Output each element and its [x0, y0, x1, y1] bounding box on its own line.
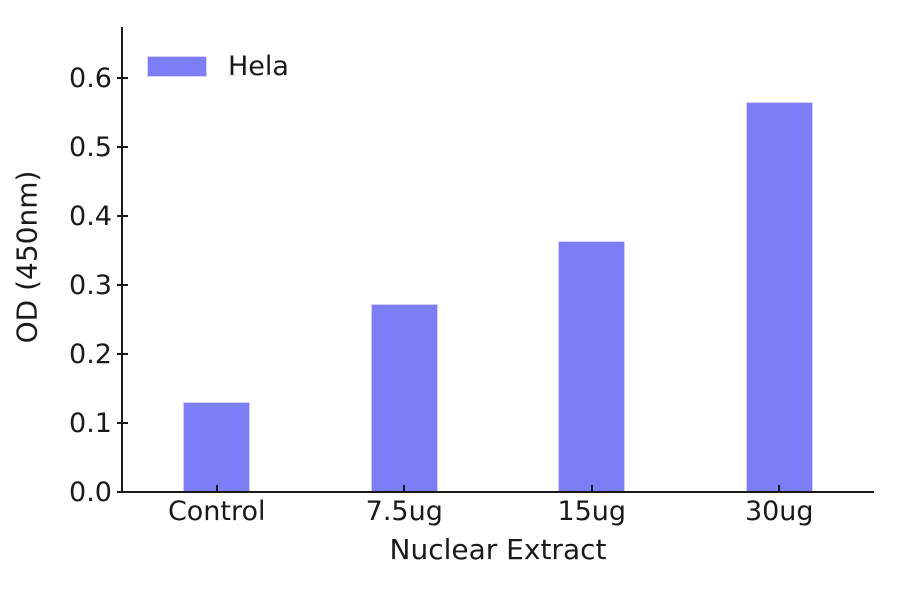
- y-axis-title: OD (450nm): [10, 170, 44, 344]
- x-axis-title: Nuclear Extract: [389, 533, 607, 566]
- y-tick-mark: [117, 146, 128, 149]
- y-tick-mark: [117, 422, 128, 425]
- y-tick-mark: [117, 77, 128, 80]
- x-tick-label-7-5ug: 7.5ug: [365, 496, 443, 527]
- y-tick-label: 0.0: [69, 476, 112, 508]
- bar-7-5ug: [370, 303, 438, 492]
- y-tick-mark: [117, 215, 128, 218]
- y-tick-label: 0.5: [69, 131, 112, 163]
- x-tick-mark: [590, 485, 593, 491]
- x-tick-label-15ug: 15ug: [557, 496, 627, 527]
- x-tick-mark: [403, 485, 406, 491]
- legend-swatch-hela: [147, 56, 207, 77]
- x-tick-mark: [778, 485, 781, 491]
- y-tick-mark: [117, 491, 128, 493]
- x-axis-line: [121, 491, 874, 493]
- y-tick-mark: [117, 353, 128, 356]
- y-tick-label: 0.4: [69, 200, 112, 232]
- legend-label-hela: Hela: [228, 51, 289, 82]
- bar-control: [183, 402, 251, 492]
- x-tick-label-30ug: 30ug: [744, 496, 814, 527]
- y-tick-label: 0.2: [69, 338, 112, 370]
- x-tick-mark: [215, 485, 218, 491]
- y-tick-label: 0.3: [69, 269, 112, 301]
- x-tick-label-control: Control: [167, 496, 266, 527]
- y-tick-mark: [117, 284, 128, 287]
- y-axis-line: [121, 27, 123, 493]
- legend: Hela: [147, 52, 289, 81]
- bar-15ug: [558, 240, 626, 492]
- bar-30ug: [745, 102, 813, 492]
- y-tick-label: 0.6: [69, 62, 112, 94]
- y-tick-label: 0.1: [69, 407, 112, 439]
